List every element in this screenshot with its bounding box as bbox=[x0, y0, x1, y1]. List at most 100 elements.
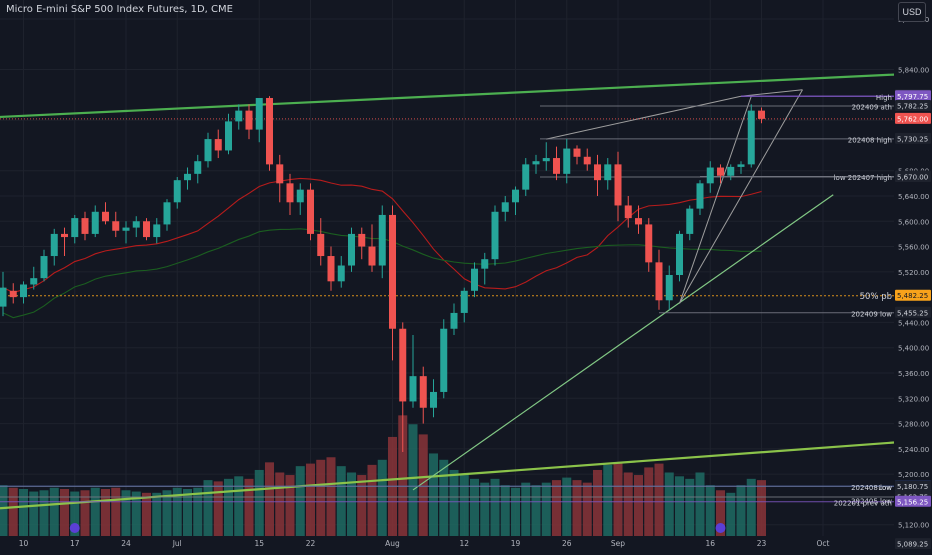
price-box-label: 5,762.00 bbox=[897, 115, 928, 123]
candle-body bbox=[450, 312, 458, 329]
volume-bar bbox=[757, 480, 766, 536]
candle bbox=[430, 379, 437, 418]
candle bbox=[450, 303, 458, 336]
candle-body bbox=[665, 275, 673, 301]
candle bbox=[512, 186, 519, 215]
candle bbox=[50, 228, 58, 266]
price-box bbox=[895, 306, 931, 318]
volume-bar bbox=[531, 485, 541, 536]
time-tick-label: Aug bbox=[385, 539, 400, 548]
price-box bbox=[895, 289, 931, 301]
level-label: 50% pb bbox=[860, 292, 892, 302]
candle-body bbox=[0, 287, 7, 307]
volume-bar bbox=[0, 485, 8, 536]
price-box-label: 5,730.25 bbox=[897, 135, 928, 143]
candle bbox=[378, 205, 386, 279]
candle bbox=[686, 205, 694, 241]
candle bbox=[30, 266, 38, 290]
candle-body bbox=[122, 227, 130, 231]
candle-body bbox=[153, 224, 161, 238]
price-tick-label: 5,200.00 bbox=[898, 471, 929, 479]
volume-bar bbox=[490, 478, 500, 536]
volume-bar bbox=[418, 434, 428, 536]
price-tick-label: 5,400.00 bbox=[898, 345, 929, 353]
volume-bar bbox=[377, 459, 387, 536]
price-box bbox=[895, 90, 931, 102]
candle bbox=[255, 97, 263, 143]
volume-bar bbox=[357, 475, 367, 536]
candle-body bbox=[71, 218, 79, 238]
candle bbox=[532, 154, 540, 174]
candle bbox=[440, 319, 448, 399]
candle bbox=[563, 139, 571, 184]
candle bbox=[184, 167, 191, 190]
candle bbox=[286, 173, 294, 215]
volume-bar bbox=[90, 487, 100, 536]
candle-body bbox=[563, 148, 571, 174]
volume-bar bbox=[183, 489, 192, 536]
candle bbox=[737, 161, 745, 174]
price-tick-label: 5,120.00 bbox=[898, 522, 929, 530]
volume-bar bbox=[224, 478, 233, 536]
price-box-label: 5,156.25 bbox=[897, 498, 928, 506]
volume-bar bbox=[521, 482, 531, 536]
candle-body bbox=[184, 173, 191, 181]
volume-bar bbox=[336, 466, 346, 536]
volume-bar bbox=[121, 490, 131, 536]
candle-body bbox=[460, 290, 468, 313]
candle bbox=[266, 96, 273, 171]
candle bbox=[624, 195, 632, 228]
candle-body bbox=[430, 391, 437, 408]
candles bbox=[0, 96, 765, 453]
price-box-label: 5,482.25 bbox=[897, 292, 928, 300]
volume-bar bbox=[295, 466, 305, 536]
candle bbox=[635, 205, 642, 234]
price-tick-label: 5,240.00 bbox=[898, 446, 929, 454]
volume-series bbox=[0, 415, 766, 536]
candle-body bbox=[501, 202, 509, 212]
candle-body bbox=[235, 110, 243, 122]
rising-support-line bbox=[412, 194, 834, 491]
candle-body bbox=[194, 161, 202, 174]
candle bbox=[317, 218, 325, 266]
price-tick-label: 5,600.00 bbox=[898, 218, 929, 226]
volume-bar bbox=[172, 487, 182, 536]
candle bbox=[676, 230, 683, 282]
candle-body bbox=[747, 110, 755, 165]
candle-body bbox=[512, 189, 519, 203]
currency-button[interactable]: USD bbox=[898, 2, 926, 22]
candle-body bbox=[30, 278, 38, 285]
time-tick-label: 24 bbox=[121, 539, 131, 548]
candle bbox=[163, 199, 171, 231]
volume-bar bbox=[80, 490, 90, 536]
price-box bbox=[895, 100, 931, 112]
time-tick-label: Jul bbox=[172, 539, 182, 548]
candle-body bbox=[163, 202, 171, 225]
candle bbox=[553, 146, 560, 181]
candle-body bbox=[737, 164, 745, 167]
volume-bar bbox=[500, 485, 510, 536]
candle-body bbox=[317, 233, 325, 257]
candle-body bbox=[245, 110, 253, 130]
price-tick-label: 5,520.00 bbox=[898, 269, 929, 277]
volume-bar bbox=[582, 482, 592, 536]
candle-body bbox=[348, 233, 355, 266]
candle bbox=[481, 252, 489, 285]
candle bbox=[143, 218, 150, 241]
level-label: 202201 prev ath bbox=[834, 499, 892, 507]
time-axis-bg bbox=[0, 536, 894, 550]
candle-body bbox=[717, 167, 724, 176]
volume-bar bbox=[131, 491, 141, 536]
candle bbox=[307, 183, 314, 241]
volume-bar bbox=[193, 487, 203, 536]
price-box-label: 5,455.25 bbox=[897, 309, 928, 317]
fan-line-2 bbox=[679, 96, 752, 304]
candle-body bbox=[522, 164, 530, 190]
volume-bar bbox=[203, 480, 213, 536]
candle-body bbox=[214, 139, 222, 151]
volume-bar bbox=[695, 472, 705, 536]
candle bbox=[583, 148, 591, 171]
volume-bar bbox=[347, 472, 356, 536]
